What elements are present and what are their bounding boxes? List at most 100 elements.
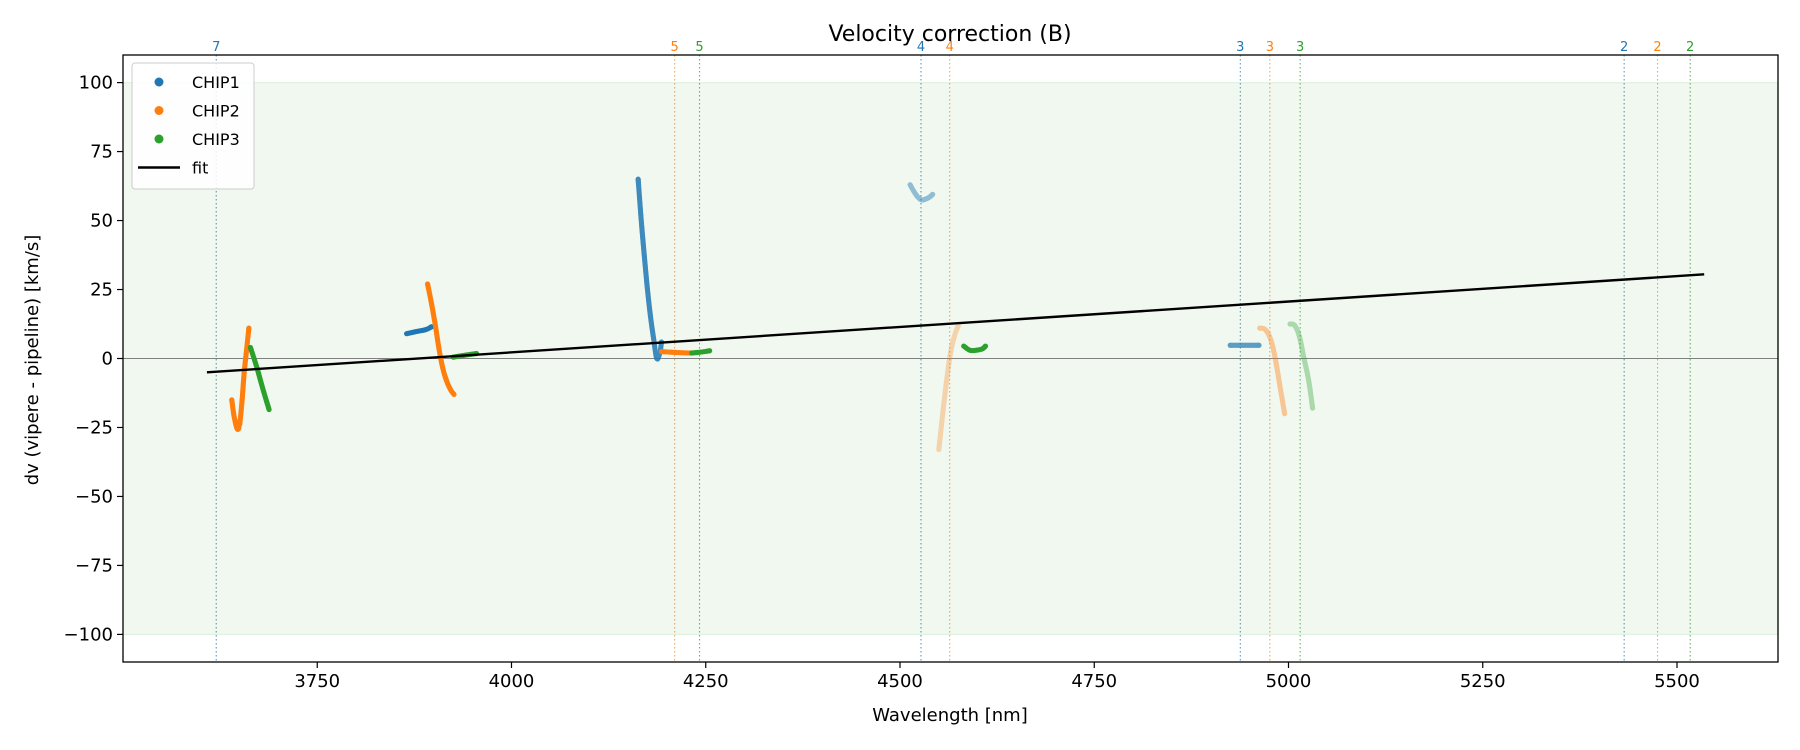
data-point [1273, 361, 1279, 367]
data-point [1275, 369, 1281, 375]
data-point [1273, 358, 1279, 364]
series-chip3 [1287, 321, 1316, 411]
data-point [930, 191, 936, 197]
data-point [955, 323, 961, 329]
data-point [937, 435, 943, 441]
data-point [1292, 322, 1298, 328]
data-point [1295, 328, 1301, 334]
data-point [911, 188, 917, 195]
data-point [936, 446, 942, 453]
data-point [942, 388, 948, 394]
data-point [1299, 344, 1305, 351]
data-point [1306, 382, 1313, 388]
data-point [939, 415, 945, 422]
data-point [1299, 346, 1305, 352]
data-point [943, 380, 949, 387]
data-point [1272, 357, 1279, 363]
data-point [1301, 357, 1307, 363]
y-tick-label: −25 [75, 417, 113, 438]
data-point [1296, 333, 1302, 340]
data-point [1271, 352, 1278, 358]
data-point [451, 391, 457, 397]
data-point [1309, 405, 1316, 411]
data-point [949, 343, 955, 349]
data-point [1281, 408, 1287, 414]
data-point [1307, 389, 1314, 395]
data-point [1305, 373, 1311, 379]
data-point [940, 409, 946, 415]
data-point [1271, 350, 1277, 356]
data-point [908, 184, 914, 190]
data-point [1281, 406, 1287, 413]
x-tick-label: 5000 [1266, 671, 1312, 692]
order-marker-label: 4 [946, 40, 954, 55]
data-point [944, 377, 950, 384]
data-point [939, 414, 945, 420]
chart-title: Velocity correction (B) [828, 22, 1071, 47]
data-point [1264, 329, 1271, 336]
data-point [1303, 364, 1309, 370]
data-point [912, 191, 919, 197]
data-point [1298, 341, 1304, 348]
series-chip3 [247, 344, 272, 413]
data-point [946, 358, 952, 364]
data-point [1306, 377, 1312, 384]
data-point [938, 422, 945, 429]
data-point [1290, 321, 1297, 327]
data-point [1280, 400, 1286, 406]
data-point [1303, 365, 1309, 372]
order-marker-label: 3 [1236, 40, 1244, 55]
data-point [1302, 361, 1308, 367]
order-marker-label: 5 [671, 40, 679, 55]
data-point [947, 350, 954, 356]
data-point [1268, 337, 1274, 343]
legend-label: CHIP3 [192, 130, 240, 149]
data-point [1309, 401, 1315, 407]
data-point [1298, 338, 1304, 345]
data-point [982, 343, 989, 349]
data-point [1273, 360, 1279, 366]
y-axis-label: dv (vipere - pipeline) [km/s] [22, 235, 43, 486]
data-point [1300, 351, 1306, 357]
data-point [954, 324, 961, 330]
data-point [947, 351, 953, 357]
data-point [1303, 363, 1309, 369]
data-point [928, 192, 934, 199]
data-point [921, 197, 927, 203]
data-point [925, 195, 931, 201]
data-point [942, 393, 948, 399]
data-point [944, 376, 950, 382]
data-point [952, 332, 958, 338]
data-point [919, 197, 925, 203]
data-point [938, 430, 944, 436]
data-point [943, 379, 950, 385]
data-point [1272, 355, 1278, 362]
data-point [939, 417, 945, 423]
data-point [936, 445, 942, 451]
data-point [1295, 330, 1301, 336]
data-point [922, 196, 928, 202]
data-point [1281, 410, 1288, 416]
data-point [1297, 337, 1303, 343]
data-point [1293, 324, 1299, 330]
order-marker-label: 3 [1266, 40, 1274, 55]
data-point [941, 399, 947, 405]
data-point [909, 185, 915, 192]
data-point [910, 187, 916, 193]
data-point [1303, 367, 1310, 373]
data-point [1274, 364, 1280, 370]
series-chip1 [907, 182, 936, 203]
data-point [926, 194, 933, 200]
data-point [936, 444, 942, 450]
data-point [1257, 325, 1263, 331]
data-point [950, 337, 956, 343]
data-point [944, 374, 950, 380]
data-point [1292, 323, 1298, 329]
data-point [907, 182, 913, 188]
data-point [1275, 370, 1281, 376]
data-point [1305, 374, 1311, 380]
data-point [1301, 355, 1307, 362]
data-point [948, 344, 955, 351]
data-point [1308, 393, 1314, 399]
data-point [923, 196, 929, 202]
